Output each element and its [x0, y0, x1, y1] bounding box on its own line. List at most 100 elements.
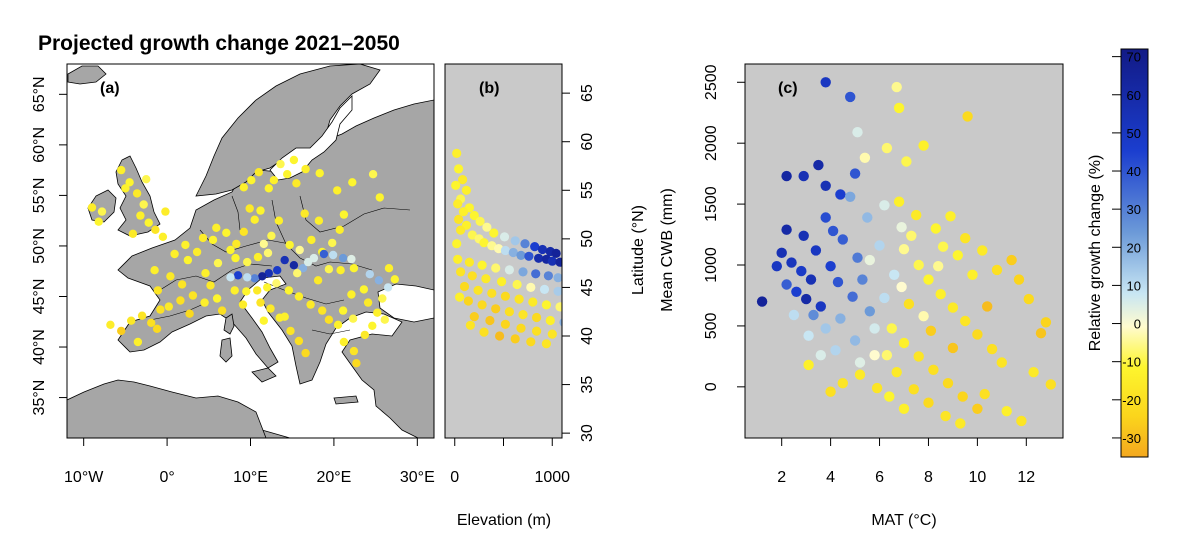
data-point	[212, 294, 222, 303]
data-point	[499, 232, 510, 242]
data-point	[500, 319, 510, 329]
data-point	[477, 300, 487, 310]
data-point	[166, 272, 175, 281]
data-point	[960, 315, 971, 327]
data-point	[349, 264, 359, 273]
data-point	[276, 159, 285, 169]
data-point	[232, 239, 241, 249]
data-point	[1045, 379, 1057, 390]
data-point	[314, 216, 324, 225]
data-point	[1006, 254, 1017, 266]
data-point	[898, 244, 910, 255]
data-point	[879, 292, 890, 304]
data-point	[452, 239, 462, 249]
data-point	[132, 189, 142, 198]
data-point	[537, 244, 548, 255]
panel-b: (b) 0 1000 30 35 40 45 50 55 60 65 Elevation (m)…	[444, 63, 647, 529]
data-point	[164, 302, 173, 311]
data-point	[830, 345, 841, 356]
data-point	[266, 304, 275, 313]
data-point	[250, 274, 259, 283]
data-point	[222, 228, 231, 237]
data-point	[1013, 274, 1025, 285]
data-point	[469, 210, 479, 221]
data-point	[464, 257, 474, 267]
data-point	[238, 300, 248, 309]
x-tick-label: 20°E	[316, 469, 351, 486]
data-point	[309, 253, 319, 263]
data-point	[500, 291, 510, 301]
data-point	[348, 178, 357, 187]
data-point	[545, 315, 555, 326]
data-point	[810, 245, 822, 256]
data-point	[151, 225, 160, 234]
data-point	[298, 264, 308, 273]
data-point	[106, 320, 115, 329]
data-point	[142, 175, 151, 184]
y-tick-label: 40°N	[31, 329, 48, 365]
data-point	[781, 224, 792, 235]
data-point	[771, 261, 782, 272]
data-point	[318, 306, 327, 315]
x-tick-label: 10°W	[64, 469, 104, 486]
data-point	[504, 265, 514, 275]
data-point	[547, 256, 557, 266]
data-point	[185, 309, 194, 318]
data-point	[825, 261, 836, 272]
data-point	[451, 180, 461, 190]
data-point	[541, 300, 552, 310]
data-point	[528, 297, 538, 307]
data-point	[339, 210, 349, 219]
data-point	[239, 183, 248, 192]
data-point	[274, 216, 284, 225]
data-point	[845, 91, 856, 103]
colorbar-gradient	[1120, 48, 1149, 458]
data-point	[1016, 415, 1027, 427]
data-point	[461, 185, 471, 195]
data-point	[269, 176, 279, 185]
data-point	[531, 269, 541, 279]
data-point	[820, 212, 831, 223]
data-point	[1035, 328, 1047, 339]
data-point	[349, 346, 359, 356]
data-point	[231, 253, 240, 263]
data-point	[500, 245, 510, 256]
land-africa	[67, 379, 267, 438]
data-point	[133, 337, 143, 347]
data-point	[153, 286, 163, 295]
data-point	[294, 292, 304, 301]
panel-c-y-ticks: 0 500 1000 1500 2000 2500	[703, 64, 745, 391]
data-point	[881, 350, 893, 361]
sea-black	[377, 283, 434, 323]
data-point	[972, 403, 983, 414]
data-point	[243, 257, 252, 267]
data-point	[1023, 293, 1034, 305]
data-point	[152, 324, 162, 333]
data-point	[87, 203, 97, 212]
data-point	[820, 180, 831, 191]
data-point	[918, 140, 929, 151]
data-point	[857, 274, 868, 285]
data-point	[137, 311, 147, 320]
y-tick-label: 55°N	[31, 178, 48, 214]
data-point	[368, 321, 377, 330]
y-tick-label: 65°N	[31, 76, 48, 112]
data-point	[117, 326, 126, 336]
x-tick-label: 2	[777, 469, 786, 486]
data-point	[289, 155, 299, 165]
data-point	[473, 285, 483, 295]
data-point	[798, 170, 809, 182]
data-point	[469, 312, 479, 322]
panel-b-x-ticks: 0 1000	[450, 438, 570, 486]
data-point	[453, 254, 463, 264]
data-point	[796, 265, 807, 277]
data-point	[869, 323, 880, 334]
colorbar-tick-label: 0	[1134, 317, 1141, 332]
data-point	[825, 386, 836, 397]
data-point	[247, 176, 256, 185]
y-tick-label: 2500	[703, 64, 720, 100]
data-point	[991, 264, 1003, 276]
data-point	[213, 258, 223, 268]
data-point	[319, 249, 329, 259]
data-point	[532, 312, 542, 323]
